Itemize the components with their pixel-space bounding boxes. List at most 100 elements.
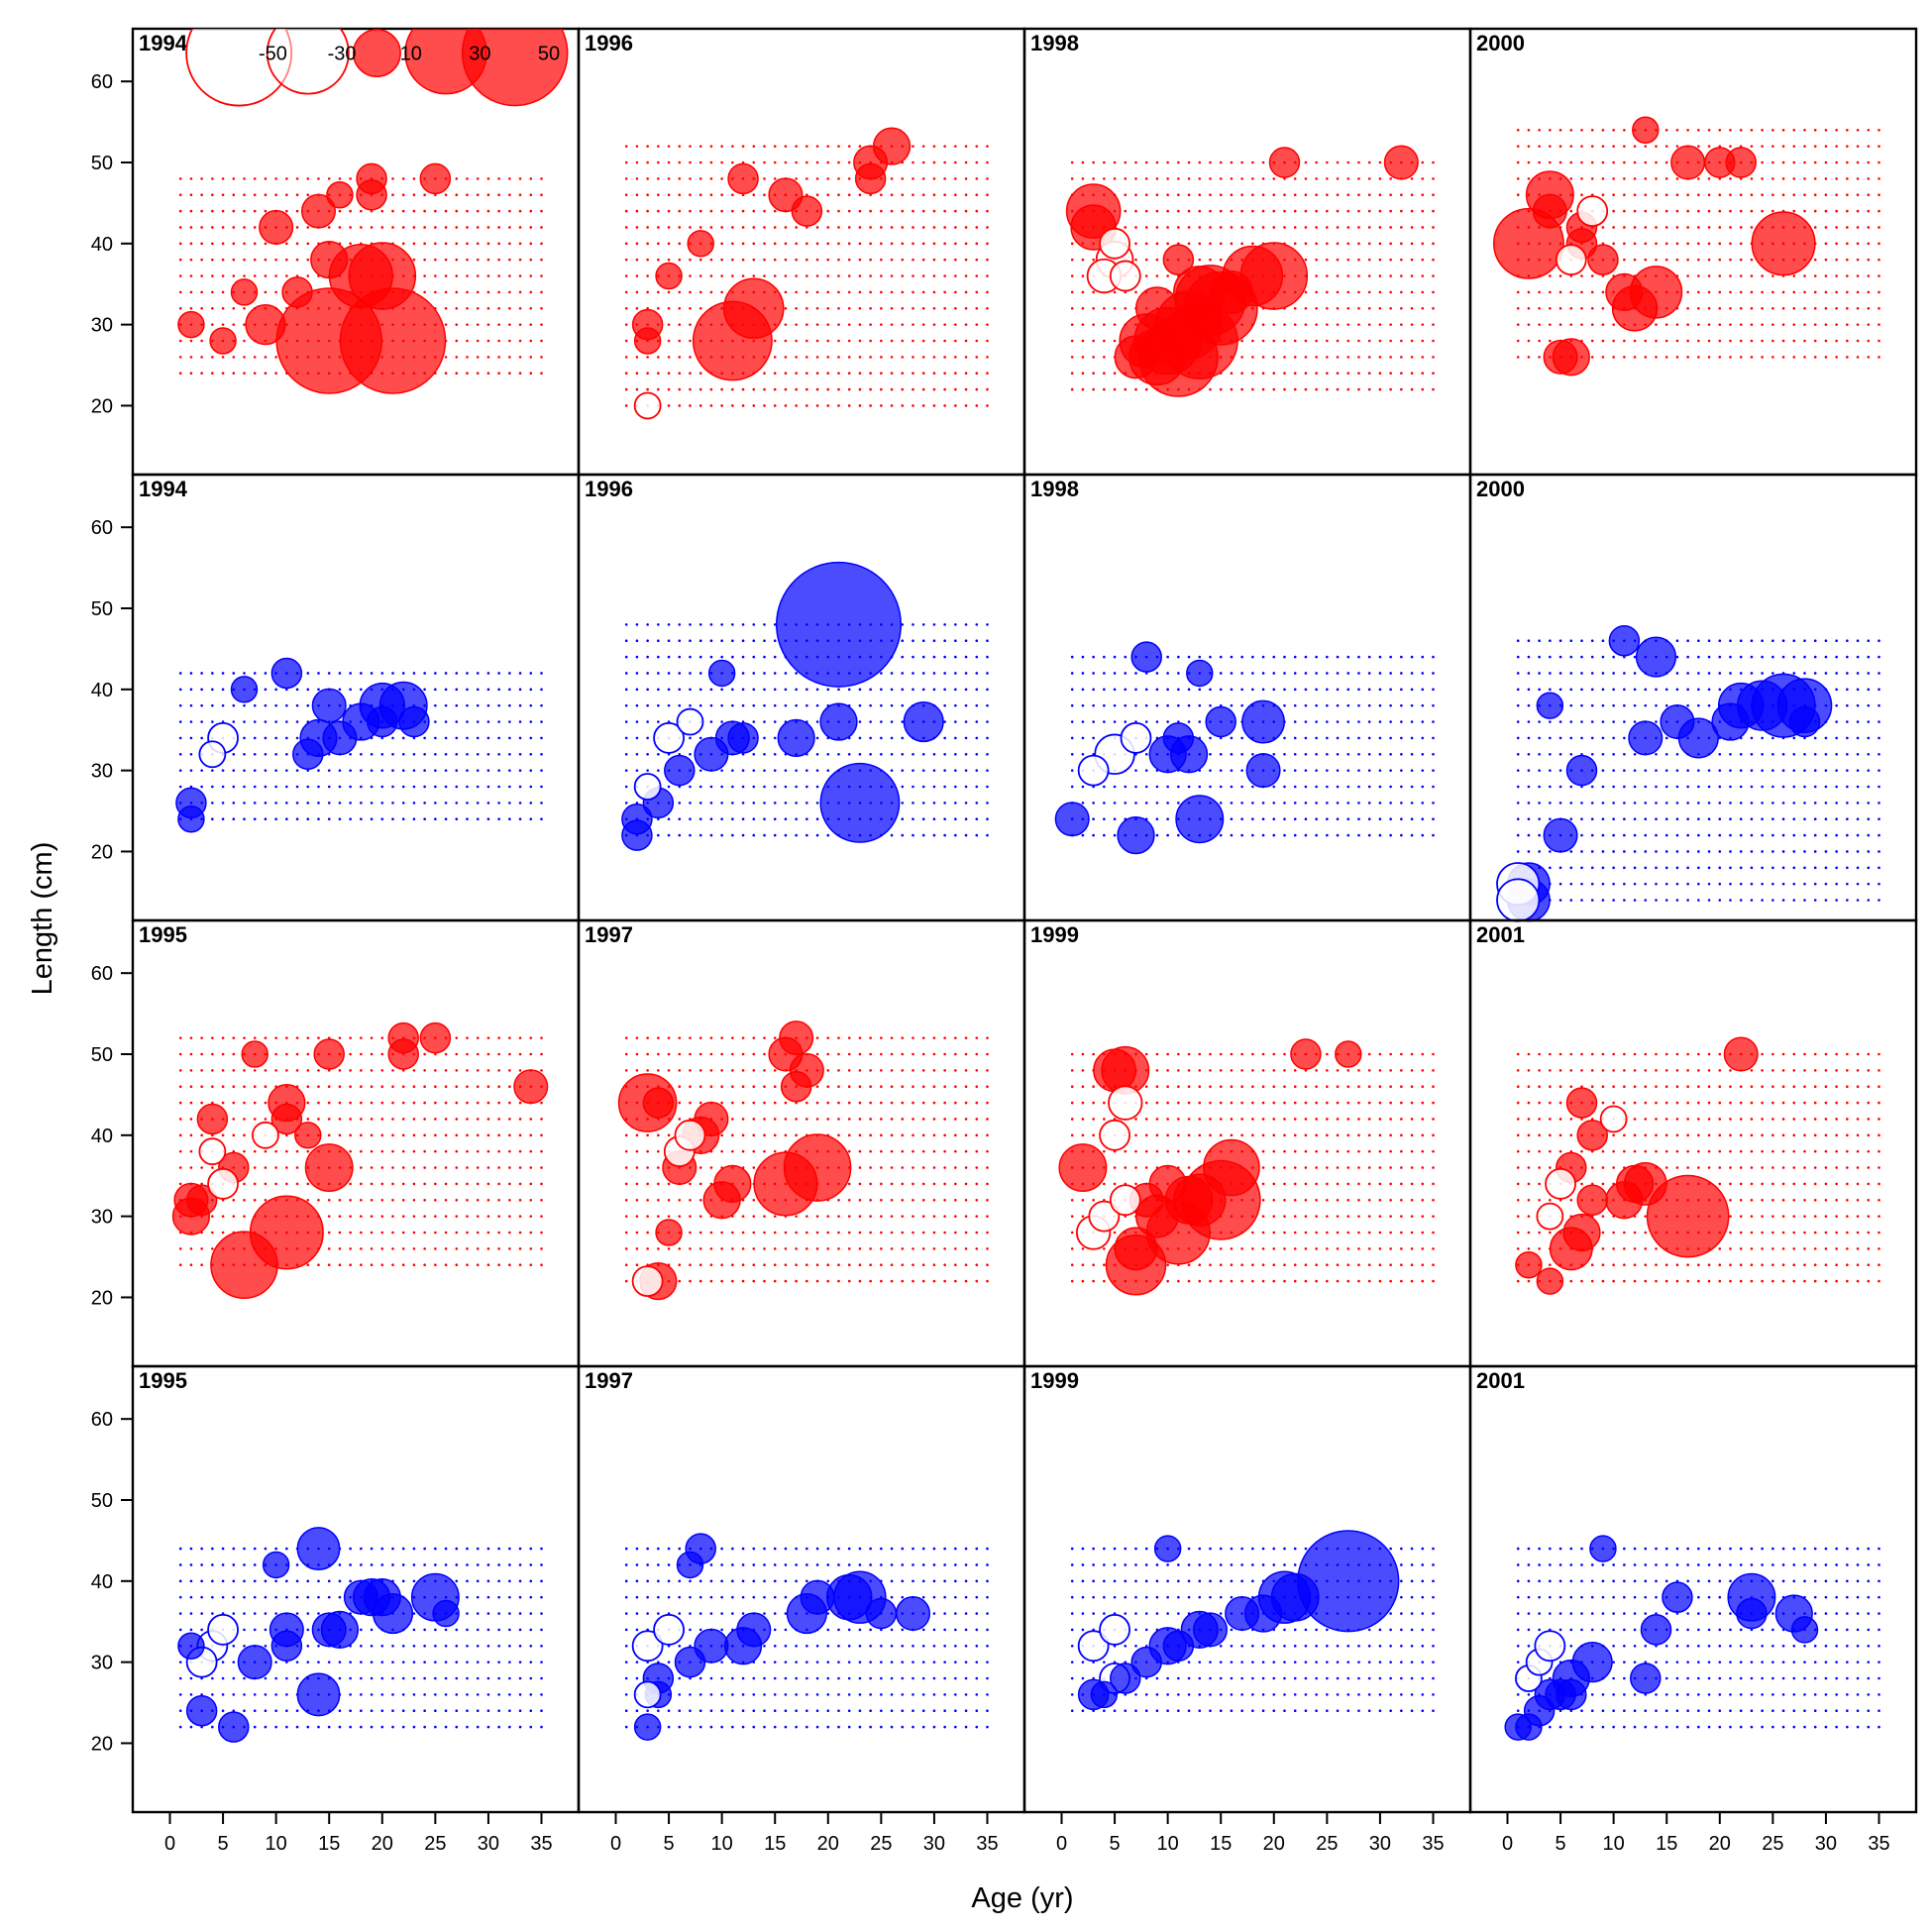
grid-dot	[1675, 802, 1679, 805]
grid-dot	[932, 817, 936, 821]
panel-year-label: 1994	[139, 31, 188, 55]
grid-dot	[391, 817, 394, 821]
grid-dot	[1697, 866, 1700, 870]
grid-dot	[1664, 209, 1668, 213]
grid-dot	[1739, 639, 1743, 643]
grid-dot	[360, 1118, 363, 1121]
grid-dot	[954, 1247, 957, 1250]
grid-dot	[518, 1247, 522, 1250]
grid-dot	[1781, 177, 1785, 180]
grid-dot	[243, 1215, 246, 1218]
grid-dot	[508, 703, 511, 707]
grid-dot	[540, 688, 543, 692]
grid-dot	[1824, 323, 1828, 326]
grid-dot	[964, 752, 968, 756]
grid-dot	[932, 339, 936, 343]
grid-dot	[1623, 720, 1626, 723]
grid-dot	[1177, 193, 1180, 197]
grid-dot	[349, 1215, 352, 1218]
grid-dot	[678, 1215, 682, 1218]
grid-dot	[720, 1133, 723, 1137]
grid-dot	[921, 1149, 925, 1153]
grid-dot	[1336, 833, 1340, 837]
grid-dot	[455, 1166, 459, 1169]
grid-dot	[932, 193, 936, 197]
grid-dot	[1612, 161, 1615, 164]
grid-dot	[1633, 703, 1637, 707]
grid-dot	[518, 1118, 522, 1121]
grid-dot	[1633, 866, 1637, 870]
grid-dot	[667, 655, 671, 659]
grid-dot	[391, 1133, 394, 1137]
grid-dot	[1792, 655, 1796, 659]
grid-dot	[1293, 387, 1297, 391]
grid-dot	[1538, 672, 1541, 675]
bubble-positive	[1660, 704, 1695, 740]
grid-dot	[1378, 372, 1382, 376]
grid-dot	[1432, 769, 1435, 772]
grid-dot	[815, 1247, 819, 1250]
grid-dot	[1633, 161, 1637, 164]
grid-dot	[1367, 226, 1371, 229]
grid-dot	[253, 356, 257, 359]
bubble-positive	[1608, 624, 1641, 657]
grid-dot	[1400, 193, 1403, 197]
grid-dot	[880, 209, 883, 213]
grid-dot	[486, 1101, 490, 1105]
grid-dot	[497, 1149, 500, 1153]
grid-dot	[1761, 339, 1764, 343]
grid-dot	[1601, 882, 1605, 886]
grid-dot	[1367, 387, 1371, 391]
grid-dot	[773, 1247, 777, 1250]
grid-dot	[189, 1263, 193, 1267]
grid-dot	[1346, 817, 1350, 821]
grid-dot	[1389, 736, 1392, 740]
grid-dot	[423, 1215, 426, 1218]
grid-dot	[1835, 128, 1838, 132]
grid-dot	[497, 258, 500, 262]
grid-dot	[657, 193, 660, 197]
grid-dot	[858, 226, 862, 229]
grid-dot	[986, 323, 989, 326]
grid-dot	[540, 1052, 543, 1056]
grid-dot	[1527, 703, 1531, 707]
grid-dot	[731, 833, 734, 837]
grid-dot	[1219, 209, 1223, 213]
grid-dot	[1835, 339, 1838, 343]
grid-dot	[1070, 177, 1074, 180]
grid-dot	[1251, 817, 1254, 821]
grid-dot	[901, 290, 905, 294]
grid-dot	[1346, 672, 1350, 675]
grid-dot	[646, 226, 649, 229]
bubble-negative	[633, 773, 662, 801]
grid-dot	[921, 306, 925, 310]
grid-dot	[1633, 850, 1637, 853]
grid-dot	[912, 290, 914, 294]
bubble-positive	[819, 702, 858, 741]
grid-dot	[657, 623, 660, 626]
grid-dot	[1707, 817, 1711, 821]
grid-dot	[773, 145, 777, 148]
grid-dot	[1697, 817, 1700, 821]
grid-dot	[943, 703, 946, 707]
grid-dot	[1750, 866, 1754, 870]
grid-dot	[486, 1166, 490, 1169]
grid-dot	[295, 1036, 299, 1039]
grid-dot	[1856, 655, 1860, 659]
grid-dot	[689, 145, 692, 148]
grid-dot	[1824, 785, 1828, 789]
grid-dot	[741, 1279, 745, 1283]
grid-dot	[444, 752, 448, 756]
grid-dot	[624, 145, 628, 148]
grid-dot	[189, 1085, 193, 1089]
grid-dot	[1070, 339, 1074, 343]
grid-dot	[178, 1149, 182, 1153]
grid-dot	[1432, 356, 1435, 359]
grid-dot	[1357, 736, 1360, 740]
grid-dot	[391, 1166, 394, 1169]
grid-dot	[508, 1133, 511, 1137]
bubble-negative	[653, 722, 685, 754]
grid-dot	[1771, 802, 1774, 805]
grid-dot	[476, 1166, 480, 1169]
grid-dot	[1580, 128, 1583, 132]
